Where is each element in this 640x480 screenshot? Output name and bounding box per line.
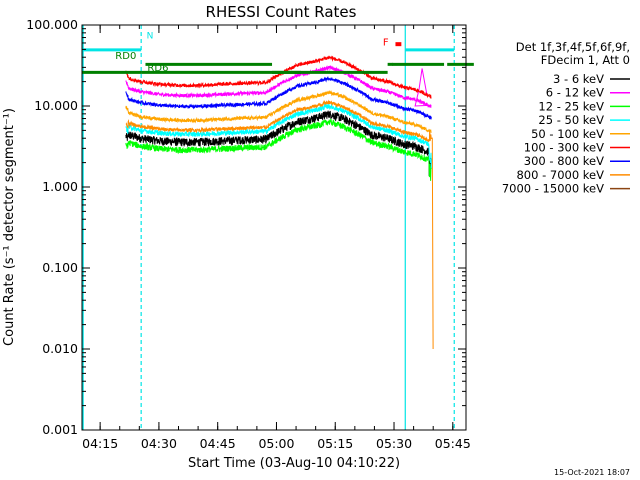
chart-title: RHESSI Count Rates [206, 3, 357, 21]
x-axis-label: Start Time (03-Aug-10 04:10:22) [188, 456, 400, 471]
x-tick-label: 04:45 [200, 436, 236, 451]
x-tick-label: 04:30 [141, 436, 177, 451]
y-axis-label: Count Rate (s⁻¹ detector segment⁻¹) [2, 108, 17, 346]
rd6-label: RD6 [147, 63, 168, 74]
legend-label: 300 - 800 keV [524, 154, 604, 168]
legend-header-detectors: Det 1f,3f,4f,5f,6f,9f, [516, 40, 630, 54]
legend-label: 12 - 25 keV [538, 99, 604, 113]
x-tick-label: 05:45 [435, 436, 471, 451]
generated-timestamp: 15-Oct-2021 18:07 [554, 468, 630, 477]
legend-label: 7000 - 15000 keV [502, 182, 604, 196]
series-line [125, 103, 432, 169]
legend-label: 50 - 100 keV [531, 127, 604, 141]
legend-label: 6 - 12 keV [546, 86, 604, 100]
series-line [125, 64, 432, 109]
y-tick-label: 0.100 [42, 260, 78, 275]
series-line [125, 90, 432, 133]
rd0-label: RD0 [115, 51, 136, 62]
x-tick-label: 05:15 [317, 436, 353, 451]
series-line [125, 99, 434, 350]
x-tick-label: 05:00 [258, 436, 294, 451]
legend-label: 800 - 7000 keV [516, 168, 604, 182]
flare-label: F [383, 37, 389, 48]
series-line [125, 55, 432, 99]
legend-label: 3 - 6 keV [553, 72, 604, 86]
plot-frame [81, 24, 467, 431]
y-tick-label: 10.000 [34, 98, 78, 113]
legend-header-fdecim: FDecim 1, Att 0 [541, 53, 630, 67]
legend: Det 1f,3f,4f,5f,6f,9f, FDecim 1, Att 0 3… [502, 40, 630, 196]
night-label: N [147, 32, 154, 42]
x-tick-label: 04:15 [82, 436, 118, 451]
y-tick-label: 1.000 [42, 179, 78, 194]
legend-label: 100 - 300 keV [524, 141, 604, 155]
y-tick-label: 0.001 [42, 422, 78, 437]
series-line [125, 118, 432, 181]
x-tick-label: 05:30 [376, 436, 412, 451]
y-tick-label: 100.000 [26, 17, 78, 32]
plot-area: N F RD0 RD6 [82, 25, 474, 430]
y-tick-label: 0.010 [42, 341, 78, 356]
axes: 100.000 10.000 1.000 0.100 0.010 0.001 04:15 04… [26, 17, 471, 451]
legend-label: 25 - 50 keV [538, 113, 604, 127]
series-line [125, 110, 432, 177]
series-line [125, 75, 432, 120]
